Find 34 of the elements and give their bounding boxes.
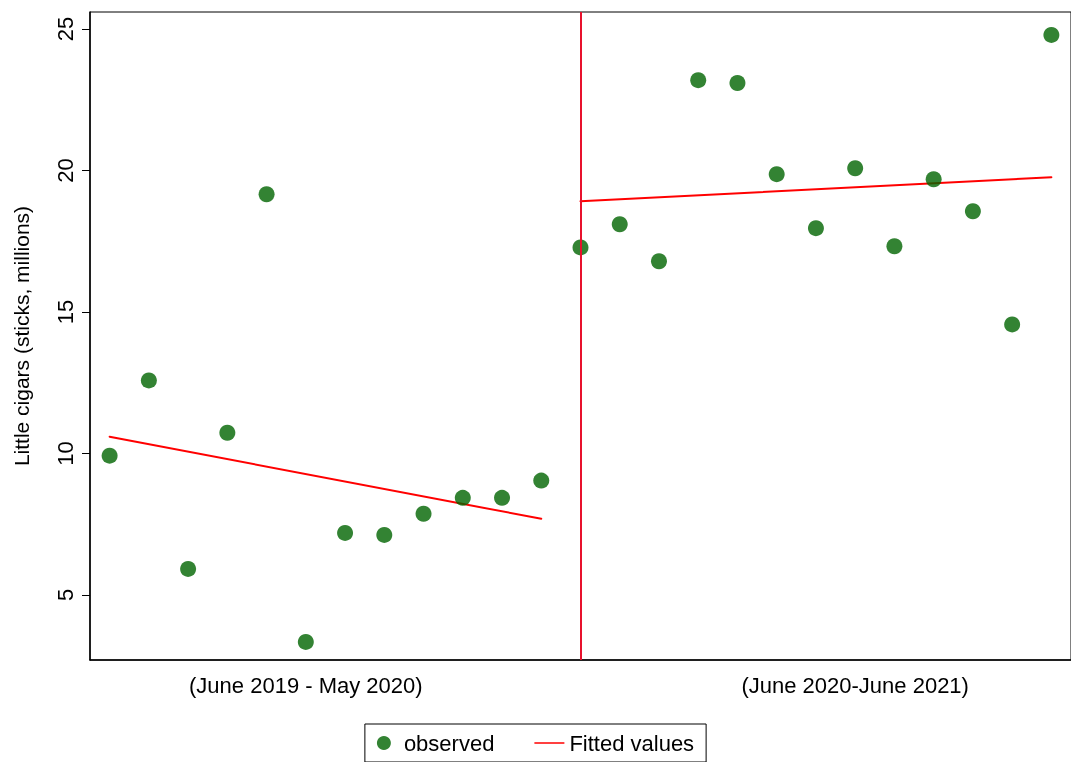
legend-label: Fitted values [569,730,695,756]
point [180,560,197,577]
y-axis-title: Little cigars (sticks, millions) [10,205,33,467]
point [533,472,550,489]
point [1004,316,1021,333]
x-tick-label: (June 2019 - May 2020) [189,672,423,698]
point [768,166,785,183]
legend-label: observed [403,730,495,756]
point [886,238,903,255]
point [415,505,432,522]
y-tick-label: 25 [52,16,78,42]
point [729,75,746,92]
point [219,424,236,441]
point [337,524,354,541]
x-tick-label: (June 2020-June 2021) [741,672,969,698]
point [494,489,511,506]
point [297,633,314,650]
point [376,526,393,543]
point [1043,26,1060,43]
point [964,203,981,220]
point [611,216,628,233]
point [140,372,157,389]
y-tick-label: 20 [52,158,78,183]
y-tick-label: 5 [52,588,78,602]
point [925,171,942,188]
point [454,489,471,506]
point [101,447,118,464]
point [847,160,864,177]
point [651,253,667,270]
point [807,220,824,237]
y-tick-label: 15 [52,299,78,325]
point [258,186,275,203]
y-tick-label: 10 [52,441,78,466]
point [690,72,707,89]
